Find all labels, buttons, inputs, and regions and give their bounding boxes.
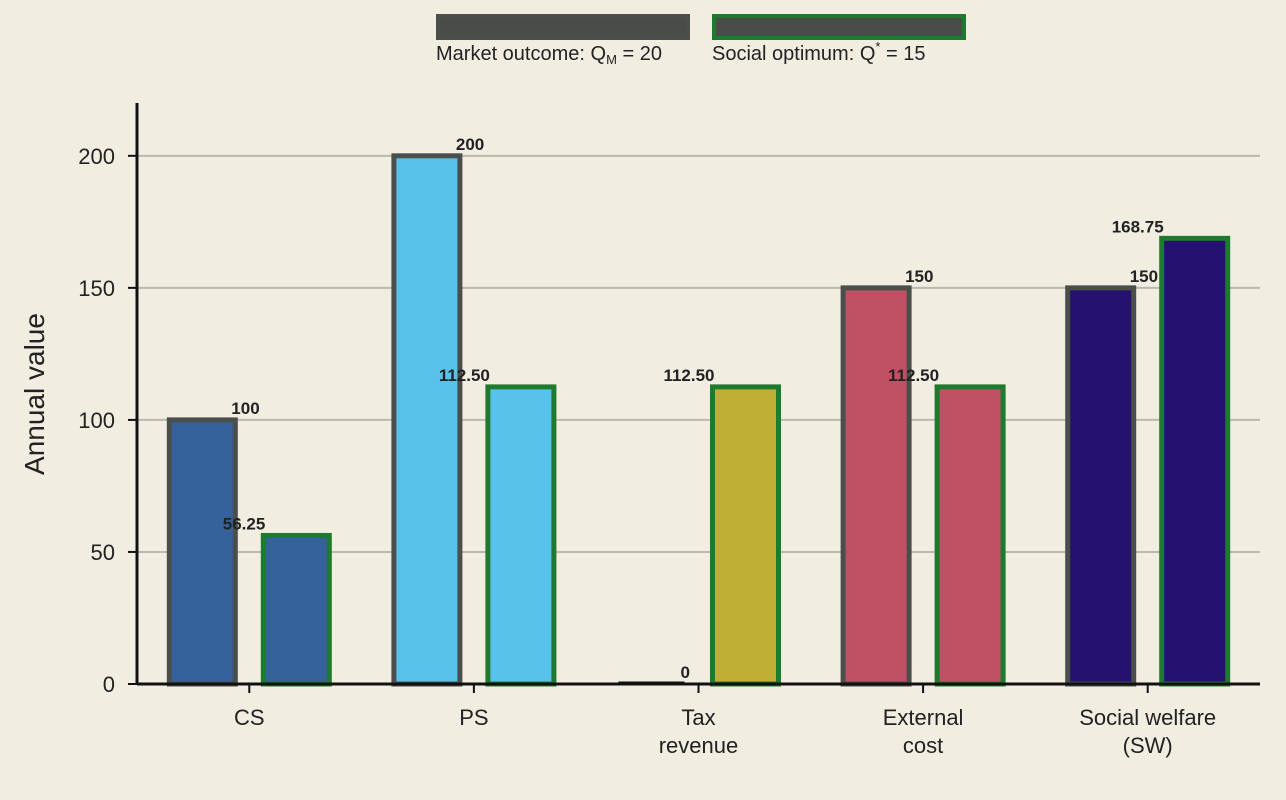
bar [391,153,463,687]
y-tick-label: 100 [78,408,115,433]
data-label: 112.50 [888,366,939,385]
bar [710,384,781,687]
bar [1065,285,1137,687]
y-tick-label: 150 [78,276,115,301]
legend-label: Market outcome: QM = 20 [436,43,662,67]
legend-swatch [712,14,966,40]
data-label: 100 [231,399,259,418]
x-tick-label: CS [234,705,265,730]
y-axis-label: Annual value [19,313,50,475]
data-label: 150 [1130,267,1158,286]
x-tick-label: Tax [681,705,715,730]
x-tick-label: cost [903,733,943,758]
bar [840,285,912,687]
data-label: 168.75 [1112,217,1164,236]
axes-layer [128,103,1260,693]
data-label: 112.50 [439,366,490,385]
y-tick-label: 50 [91,540,115,565]
x-tick-label: PS [459,705,488,730]
labels-layer: 0 50 100 150 200 100 56.25 CS 200 112.50 PS 0 112.50… [78,135,1216,758]
y-tick-label: 200 [78,144,115,169]
data-label: 56.25 [223,514,266,533]
y-tick-label: 0 [103,672,115,697]
legend: Market outcome: QM = 20 Social optimum: Q… [436,14,966,67]
x-tick-label: revenue [659,733,739,758]
bars-layer [166,153,1231,687]
legend-swatch [436,14,690,40]
bar [934,384,1006,687]
x-tick-label: External [883,705,964,730]
x-tick-label: (SW) [1123,733,1173,758]
data-label: 150 [905,267,933,286]
data-label: 200 [456,135,484,154]
bar [1159,235,1231,687]
x-tick-label: Social welfare [1079,705,1216,730]
bar [485,384,557,687]
data-label: 0 [681,663,690,682]
data-label: 112.50 [663,366,714,385]
legend-label: Social optimum: Q* = 15 [712,39,926,65]
bar [166,417,238,687]
bar [260,532,332,687]
